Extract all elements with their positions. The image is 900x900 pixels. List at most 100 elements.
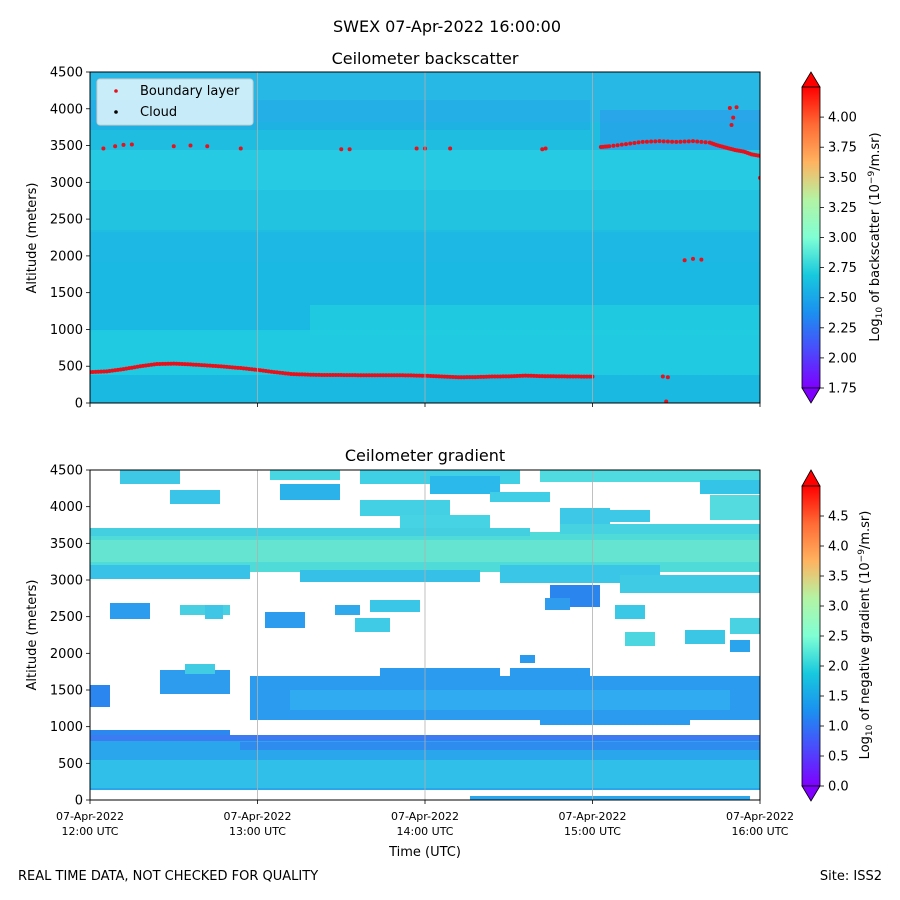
boundary-layer-point (397, 373, 402, 378)
blob (620, 575, 760, 593)
boundary-layer-point (319, 372, 324, 377)
colorbar-ticks: 0.0 0.5 1.0 1.5 2.0 2.5 3.0 3.5 4.0 4.5 (820, 510, 849, 795)
boundary-layer-point (722, 145, 727, 150)
legend-label-boundary-layer: Boundary layer (140, 84, 240, 99)
colorbar-tick-label: 3.5 (828, 570, 849, 585)
blob (560, 524, 760, 534)
colorbar-extend-bottom (801, 387, 821, 404)
y-tick-label: 3500 (50, 139, 83, 154)
colorbar-tick-label: 4.5 (828, 510, 849, 525)
boundary-layer-point (308, 372, 313, 377)
boundary-layer-point (113, 144, 118, 149)
colorbar-tick-label: 0.0 (828, 780, 849, 795)
footer-disclaimer: REAL TIME DATA, NOT CHECKED FOR QUALITY (18, 869, 319, 884)
boundary-layer-point (342, 373, 347, 378)
boundary-layer-point (358, 373, 363, 378)
boundary-layer-point (202, 363, 207, 368)
y-tick-label: 2000 (50, 647, 83, 662)
colorbar-tick-label: 3.00 (828, 231, 857, 246)
panel2-title: Ceilometer gradient (345, 446, 505, 465)
boundary-layer-point (328, 373, 333, 378)
boundary-layer-point (325, 373, 330, 378)
boundary-layer-point (333, 373, 338, 378)
boundary-layer-point (747, 151, 752, 156)
colorbar-tick-label: 4.0 (828, 540, 849, 555)
boundary-layer-point (565, 374, 570, 379)
blob (380, 668, 500, 678)
y-tick-label: 500 (58, 757, 83, 772)
colorbar-tick-label: 2.0 (828, 660, 849, 675)
panel1-title: Ceilometer backscatter (332, 49, 519, 68)
colorbar-tick-label: 0.5 (828, 750, 849, 765)
boundary-layer-point (160, 361, 165, 366)
x-tick-label-date: 07-Apr-2022 (223, 810, 291, 823)
boundary-layer-point (378, 373, 383, 378)
blob (90, 685, 110, 707)
boundary-layer-point (406, 373, 411, 378)
boundary-layer-point (157, 361, 162, 366)
colorbar-gradient-bar (801, 485, 821, 787)
boundary-layer-point (347, 373, 352, 378)
boundary-layer-point (375, 373, 380, 378)
boundary-layer-point (714, 142, 719, 147)
boundary-layer-point (344, 373, 349, 378)
y-tick-label: 4000 (50, 102, 83, 117)
y-tick-label: 1000 (50, 720, 83, 735)
boundary-layer-point (414, 373, 419, 378)
x-tick-label-date: 07-Apr-2022 (391, 810, 459, 823)
boundary-layer-point (353, 373, 358, 378)
boundary-layer-point (392, 373, 397, 378)
boundary-layer-point (664, 399, 669, 403)
blob (290, 690, 730, 710)
boundary-layer-point (238, 146, 243, 151)
boundary-layer-point (628, 141, 633, 146)
boundary-layer-point (403, 373, 408, 378)
footer-site: Site: ISS2 (819, 869, 882, 884)
legend: Boundary layer Cloud (96, 78, 254, 126)
boundary-layer-point (548, 374, 553, 379)
boundary-layer-point (389, 373, 394, 378)
boundary-layer-point (545, 374, 550, 379)
boundary-layer-point (235, 365, 240, 370)
boundary-layer-point (691, 139, 695, 144)
boundary-layer-point (568, 374, 573, 379)
boundary-layer-point (531, 373, 536, 378)
blob (540, 715, 690, 725)
boundary-layer-point (727, 106, 732, 111)
figure-title: SWEX 07-Apr-2022 16:00:00 (333, 17, 561, 36)
boundary-layer-point (492, 374, 497, 379)
boundary-layer-point (605, 144, 610, 149)
x-tick-label-time: 14:00 UTC (396, 825, 453, 838)
boundary-layer-point (330, 373, 335, 378)
y-tick-label: 1500 (50, 286, 83, 301)
blob (270, 470, 340, 480)
boundary-layer-point (691, 256, 695, 261)
blob (710, 495, 760, 520)
boundary-layer-point (478, 374, 483, 379)
boundary-layer-point (534, 373, 539, 378)
boundary-layer-point (372, 373, 377, 378)
boundary-layer-point (584, 374, 589, 379)
blob (470, 796, 750, 800)
boundary-layer-point (739, 149, 744, 154)
boundary-layer-point (356, 373, 360, 378)
x-axis-label: Time (UTC) (388, 845, 461, 860)
boundary-layer-point (576, 374, 581, 379)
boundary-layer-point (436, 374, 441, 379)
boundary-layer-point (185, 362, 190, 367)
colorbar-tick-label: 1.5 (828, 690, 849, 705)
x-tick-label-time: 16:00 UTC (731, 825, 788, 838)
y-tick-label: 4000 (50, 500, 83, 515)
x-tick-label-date: 07-Apr-2022 (56, 810, 124, 823)
boundary-layer-point (383, 373, 388, 378)
colorbar-tick-label: 3.0 (828, 600, 849, 615)
cb1-label-sup: −9 (867, 171, 877, 185)
boundary-layer-point (129, 142, 134, 147)
boundary-layer-point (152, 362, 157, 367)
boundary-layer-point (640, 139, 645, 144)
colorbar-backscatter: 1.75 2.00 2.25 2.50 2.75 3.00 3.25 3.50 3.75 4.00… (801, 71, 885, 404)
boundary-layer-point (490, 374, 494, 379)
blob (370, 600, 420, 612)
blob (280, 484, 340, 500)
